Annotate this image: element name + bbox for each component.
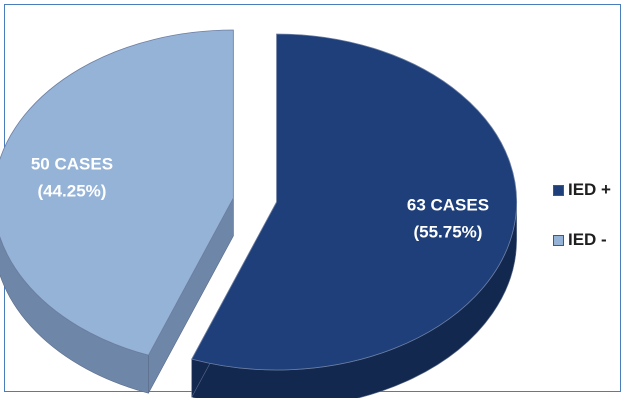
legend-swatch-ied-negative	[553, 234, 564, 246]
legend-label-ied-positive: IED +	[568, 180, 611, 199]
legend-label-ied-negative: IED -	[568, 230, 607, 249]
slice-label-count-ied-positive: 63 CASES	[407, 196, 489, 215]
pie-slice-ied-negative	[0, 29, 234, 356]
slice-label-percent-ied-negative: (44.25%)	[37, 181, 106, 200]
legend-swatch-ied-positive	[553, 184, 564, 196]
legend: IED + IED -	[553, 180, 611, 280]
legend-item-ied-positive: IED +	[553, 180, 611, 200]
pie-slice-ied-positive	[191, 33, 517, 371]
legend-item-ied-negative: IED -	[553, 230, 611, 250]
slice-label-count-ied-negative: 50 CASES	[31, 154, 113, 173]
slice-label-percent-ied-positive: (55.75%)	[413, 223, 482, 242]
